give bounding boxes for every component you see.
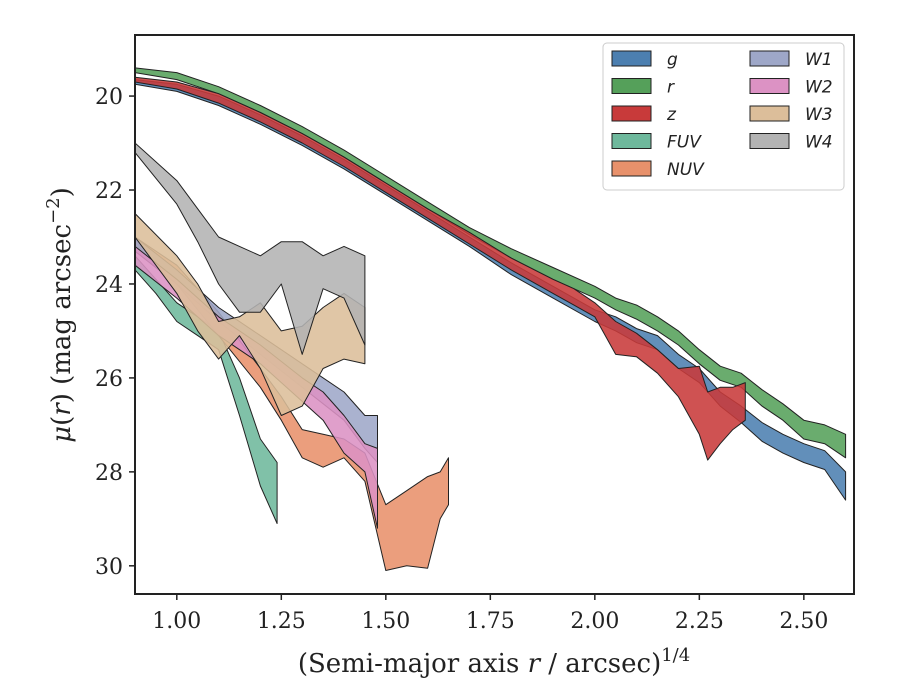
legend-swatch-r: [611, 78, 652, 94]
legend-swatch-w3: [749, 105, 790, 122]
y-tick-label: 26: [95, 367, 123, 392]
legend: grz FUV NUV W1 W2 W3 W4: [602, 42, 845, 191]
x-tick-label: 1.25: [257, 609, 306, 634]
plot-frame: [134, 34, 855, 595]
x-tick-label: 1.75: [466, 609, 515, 634]
x-tick-label: 2.25: [675, 609, 724, 634]
legend-label-r: r: [667, 78, 675, 98]
legend-swatch-g: [611, 50, 652, 67]
legend-label-w4: W4: [805, 133, 833, 153]
y-tick-label: 22: [95, 179, 123, 204]
y-tick-label: 30: [95, 555, 123, 580]
legend-label-w1: W1: [805, 50, 833, 70]
y-tick-label: 20: [95, 85, 123, 110]
legend-label-g: g: [667, 50, 678, 70]
series-bands: [135, 67, 847, 571]
y-tick-label: 28: [95, 461, 123, 486]
x-tick-label: 2.00: [570, 609, 619, 634]
x-tick-label: 1.50: [361, 609, 410, 634]
x-tick-label: 2.50: [779, 609, 828, 634]
y-axis-ticks: 20 22 24 26 28 30: [95, 85, 135, 580]
legend-label-w3: W3: [805, 105, 833, 125]
legend-label-nuv: NUV: [667, 160, 705, 180]
legend-label-z: z: [666, 105, 677, 125]
band-w3: [135, 213, 366, 416]
legend-swatch-fuv: [611, 133, 652, 149]
x-axis-ticks: 1.00 1.25 1.50 1.75 2.00 2.25 2.50: [152, 594, 828, 634]
legend-swatch-nuv: [611, 160, 652, 177]
y-tick-label: 24: [95, 273, 123, 298]
x-axis-label: (Semi-major axis r / arcsec)1/4: [298, 645, 690, 679]
band-z: [135, 76, 746, 461]
y-axis-label: μ(r) (mag arcsec−2): [43, 187, 77, 443]
legend-label-w2: W2: [805, 78, 833, 98]
legend-swatch-w1: [749, 50, 790, 67]
legend-label-fuv: FUV: [667, 133, 702, 153]
legend-swatch-w4: [749, 133, 790, 149]
legend-swatch-z: [611, 105, 652, 122]
legend-swatch-w2: [749, 78, 790, 94]
x-tick-label: 1.00: [152, 609, 201, 634]
band-w4: [135, 142, 366, 355]
